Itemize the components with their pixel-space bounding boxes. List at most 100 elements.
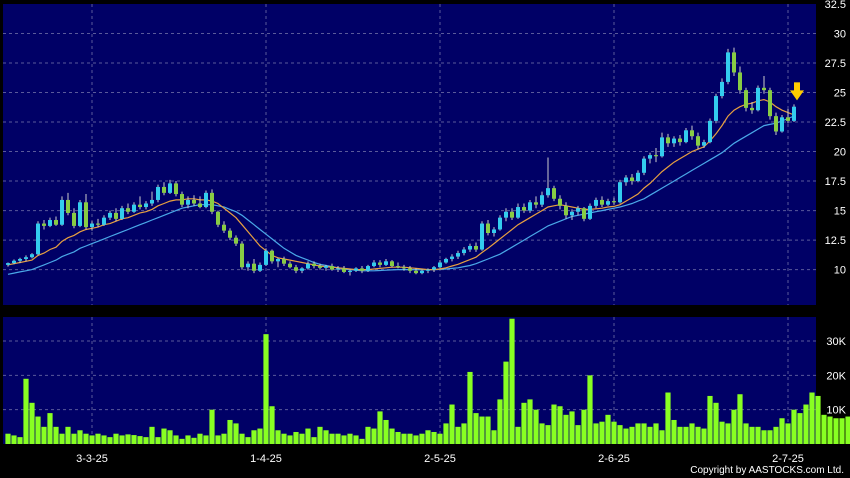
volume-bar (713, 402, 719, 444)
candle-body (414, 270, 418, 274)
volume-tick-label: 20K (826, 370, 846, 382)
volume-bar (815, 395, 821, 444)
candle-body (216, 211, 220, 225)
volume-bar (491, 430, 497, 444)
volume-bar (293, 431, 299, 444)
volume-bar (5, 433, 11, 444)
candle (732, 47, 736, 77)
volume-bar (617, 425, 623, 444)
candle-body (258, 264, 262, 271)
candle-body (702, 142, 706, 146)
candle (222, 221, 226, 233)
candle (426, 268, 430, 274)
candle (216, 210, 220, 228)
candle (384, 258, 388, 267)
volume-bar (827, 416, 833, 444)
arrow-shaft (794, 82, 800, 92)
candle (504, 208, 508, 222)
volume-bar (299, 433, 305, 444)
volume-bar (605, 414, 611, 444)
candle (498, 215, 502, 231)
candle-body (96, 223, 100, 225)
volume-bar (377, 411, 383, 444)
volume-bar (29, 402, 35, 444)
volume-bar (569, 411, 575, 444)
candle-body (786, 117, 790, 121)
volume-bar (485, 416, 491, 444)
candle-body (288, 263, 292, 268)
volume-bars (5, 318, 850, 444)
candle (702, 139, 706, 149)
volume-bar (347, 433, 353, 444)
candle (102, 215, 106, 226)
candle (672, 136, 676, 147)
candle-body (618, 182, 622, 203)
volume-bar (575, 425, 581, 444)
volume-bar (809, 392, 815, 444)
volume-bar (371, 428, 377, 444)
candle-body (420, 270, 424, 274)
volume-bar (755, 426, 761, 444)
volume-bar (647, 426, 653, 444)
volume-bar (143, 437, 149, 444)
candle-body (138, 204, 142, 208)
volume-bar (287, 435, 293, 444)
volume-bar (833, 418, 839, 444)
volume-bar (311, 437, 317, 444)
candle (462, 247, 466, 256)
copyright-text: Copyright by AASTOCKS.com Ltd. (690, 465, 844, 476)
candle (708, 118, 712, 144)
candle-body (324, 266, 328, 268)
date-tick-label: 3-3-25 (76, 453, 108, 465)
volume-bar (539, 423, 545, 444)
candle-body (468, 245, 472, 250)
volume-bar (773, 426, 779, 444)
volume-bar (749, 426, 755, 444)
volume-bar (233, 423, 239, 444)
volume-bar (515, 426, 521, 444)
candle-body (456, 253, 460, 257)
candle (258, 262, 262, 272)
candle-body (756, 87, 760, 111)
volume-bar (383, 419, 389, 444)
candle (480, 221, 484, 251)
candle-body (492, 229, 496, 233)
volume-bar (587, 375, 593, 444)
volume-bar (761, 430, 767, 444)
candle-body (654, 155, 658, 157)
volume-bar (155, 437, 161, 444)
volume-bar (737, 394, 743, 444)
candle-body (768, 90, 772, 117)
candle (324, 264, 328, 271)
price-axis: 10 12.5 15 17.5 20 22.5 25 27.5 30 32.5 (825, 0, 846, 277)
candle (414, 268, 418, 275)
volume-bar (89, 435, 95, 444)
candle (756, 85, 760, 112)
candle-body (732, 52, 736, 73)
candle-body (90, 223, 94, 228)
sma-short-line (7, 98, 795, 271)
volume-bar (221, 433, 227, 444)
price-tick-label: 10 (834, 265, 846, 277)
candle (720, 78, 724, 99)
candle-body (534, 202, 538, 205)
volume-bar (317, 426, 323, 444)
candle-body (174, 183, 178, 195)
candle-body (126, 208, 130, 212)
candle-body (180, 194, 184, 205)
volume-bar (695, 426, 701, 444)
volume-bar (677, 426, 683, 444)
candle (300, 267, 304, 274)
volume-bar (701, 428, 707, 444)
candle (156, 184, 160, 203)
candle-body (744, 90, 748, 108)
candle-body (198, 203, 202, 208)
candle (6, 262, 10, 267)
candle-body (204, 192, 208, 208)
volume-bar (11, 435, 17, 444)
candle-body (150, 199, 154, 204)
candle (60, 196, 64, 226)
volume-bar (191, 437, 197, 444)
volume-panel (3, 317, 816, 444)
